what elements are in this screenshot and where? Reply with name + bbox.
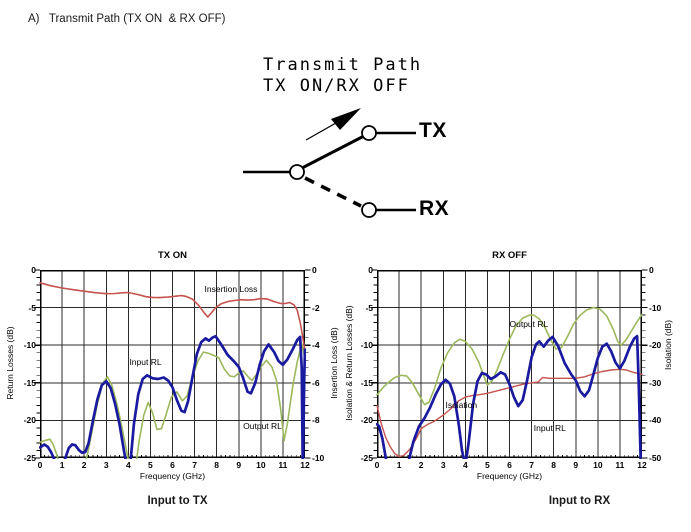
y-tick-label-right: 0 bbox=[312, 265, 317, 275]
chart-caption-input-to-rx: Input to RX bbox=[548, 495, 611, 507]
y-tick-label-right: -6 bbox=[312, 377, 320, 388]
curve-label-input-rl: Input RL bbox=[533, 422, 566, 433]
x-tick-label: 7 bbox=[192, 460, 197, 470]
curve-label-output-rl: Output RL bbox=[509, 319, 549, 330]
x-tick-label: 6 bbox=[507, 460, 512, 470]
rx-port-label: RX bbox=[419, 197, 450, 220]
y-tick-label-right: -8 bbox=[312, 415, 320, 426]
curve-label-output-rl: Output RL bbox=[243, 421, 282, 432]
y-tick-label-left: -25 bbox=[23, 453, 36, 463]
x-tick-label: 4 bbox=[462, 460, 468, 470]
y-tick-label-left: -5 bbox=[28, 302, 36, 313]
x-tick-label: 0 bbox=[37, 460, 43, 470]
x-tick-label: 3 bbox=[440, 460, 446, 470]
diagram-title-line1: Transmit Path bbox=[263, 55, 423, 75]
chart-caption-input-to-tx: Input to TX bbox=[147, 495, 208, 507]
y-tick-label-left: -15 bbox=[360, 377, 373, 388]
x-tick-label: 12 bbox=[300, 460, 310, 470]
series-insertion-loss bbox=[39, 282, 306, 352]
tx-node bbox=[361, 125, 377, 141]
y-tick-label-left: -20 bbox=[23, 415, 36, 426]
y-tick-label-left: -5 bbox=[365, 302, 373, 313]
page-heading: A) Transmit Path (TX ON & RX OFF) bbox=[28, 13, 226, 25]
x-tick-label: 7 bbox=[529, 460, 534, 470]
curve-label-isolation: Isolation bbox=[445, 399, 478, 410]
y-tick-label-left: 0 bbox=[368, 265, 373, 275]
y-tick-label-left: -25 bbox=[360, 453, 373, 463]
switch-arrow bbox=[305, 108, 361, 141]
x-tick-label: 12 bbox=[637, 460, 647, 470]
x-tick-label: 10 bbox=[256, 460, 266, 470]
x-tick-label: 8 bbox=[551, 460, 557, 470]
rx-node bbox=[361, 202, 377, 218]
y-tick-label-right: -2 bbox=[312, 302, 320, 313]
y-axis-label-left-tx-on: Return Losses (dB) bbox=[5, 326, 15, 400]
tx-branch-line bbox=[301, 134, 365, 170]
y-axis-label-right-tx-on: Insertion Loss (dB) bbox=[329, 327, 339, 399]
plot-border bbox=[377, 270, 642, 458]
x-tick-label: 2 bbox=[418, 460, 424, 470]
x-tick-label: 3 bbox=[103, 460, 109, 470]
y-tick-label-right: -20 bbox=[649, 340, 662, 351]
x-tick-label: 10 bbox=[593, 460, 603, 470]
series-group bbox=[39, 282, 306, 459]
series-input-rl bbox=[39, 334, 306, 459]
chart-title-tx-on: TX ON bbox=[157, 250, 188, 261]
tx-port-label: TX bbox=[419, 119, 447, 142]
plot-area-rx-off bbox=[371, 269, 648, 459]
series-isolation bbox=[376, 368, 643, 458]
y-tick-label-right: -4 bbox=[312, 340, 320, 351]
x-tick-label: 4 bbox=[125, 460, 131, 470]
y-tick-label-right: -10 bbox=[649, 302, 662, 313]
curve-label-insertion-loss: Insertion Loss bbox=[204, 283, 258, 294]
series-output-rl bbox=[39, 342, 306, 459]
x-tick-label: 2 bbox=[81, 460, 87, 470]
y-tick-label-right: -10 bbox=[312, 453, 325, 463]
x-tick-label: 6 bbox=[170, 460, 175, 470]
series-input-rl bbox=[376, 334, 642, 459]
x-tick-label: 5 bbox=[485, 460, 490, 470]
x-axis-label-rx-off: Frequency (GHz) bbox=[476, 471, 543, 481]
curve-label-input-rl: Input RL bbox=[129, 357, 162, 368]
common-node bbox=[289, 164, 305, 180]
switch-symbol bbox=[243, 108, 416, 218]
y-tick-label-right: -30 bbox=[649, 377, 662, 388]
chart-title-rx-off: RX OFF bbox=[492, 250, 527, 261]
x-axis-label-tx-on: Frequency (GHz) bbox=[139, 471, 206, 481]
y-axis-label-left-rx-off: Isolation & Return Losses (dB) bbox=[344, 305, 354, 421]
y-tick-label-right: -40 bbox=[649, 415, 662, 426]
x-tick-label: 11 bbox=[615, 460, 625, 470]
x-tick-label: 0 bbox=[374, 460, 380, 470]
x-tick-label: 9 bbox=[573, 460, 579, 470]
x-tick-label: 5 bbox=[148, 460, 153, 470]
x-tick-label: 11 bbox=[278, 460, 288, 470]
y-tick-label-left: -10 bbox=[23, 340, 36, 351]
y-tick-label-left: -15 bbox=[23, 377, 36, 388]
y-tick-label-right: 0 bbox=[649, 265, 654, 275]
x-tick-label: 9 bbox=[236, 460, 242, 470]
rx-branch-dashed-line bbox=[304, 176, 362, 208]
y-tick-label-right: -50 bbox=[649, 453, 662, 463]
series-group bbox=[376, 306, 643, 459]
y-tick-label-left: 0 bbox=[31, 265, 36, 275]
x-tick-label: 1 bbox=[59, 460, 65, 470]
series-output-rl bbox=[376, 306, 643, 406]
plot-area-tx-on bbox=[34, 269, 311, 459]
y-tick-label-left: -20 bbox=[360, 415, 373, 426]
x-tick-label: 8 bbox=[214, 460, 220, 470]
x-tick-label: 1 bbox=[396, 460, 402, 470]
y-tick-label-left: -10 bbox=[360, 340, 373, 351]
diagram-title-line2: TX ON/RX OFF bbox=[263, 76, 410, 96]
